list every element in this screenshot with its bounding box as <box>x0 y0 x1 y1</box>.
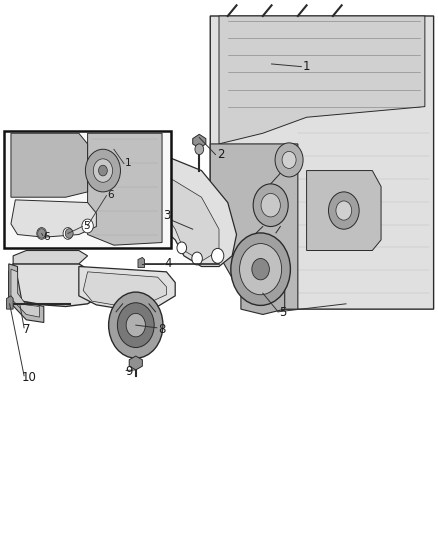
Text: 9: 9 <box>125 365 133 378</box>
Polygon shape <box>193 134 206 148</box>
Polygon shape <box>158 171 219 261</box>
Circle shape <box>177 242 187 254</box>
Circle shape <box>192 252 202 265</box>
Text: 6: 6 <box>43 232 49 242</box>
Circle shape <box>253 184 288 227</box>
Circle shape <box>240 244 282 295</box>
Circle shape <box>63 228 73 239</box>
Polygon shape <box>136 149 237 266</box>
Polygon shape <box>13 251 88 264</box>
Text: 10: 10 <box>21 372 36 384</box>
Circle shape <box>85 149 120 192</box>
Circle shape <box>195 144 204 155</box>
Polygon shape <box>210 16 434 309</box>
Polygon shape <box>241 288 285 314</box>
FancyBboxPatch shape <box>4 131 171 248</box>
Text: 5: 5 <box>279 306 287 319</box>
Circle shape <box>328 192 359 229</box>
Polygon shape <box>11 200 96 237</box>
Polygon shape <box>138 257 145 268</box>
Text: 2: 2 <box>217 148 224 161</box>
Circle shape <box>65 229 73 238</box>
Circle shape <box>117 303 154 348</box>
Circle shape <box>261 193 280 217</box>
Polygon shape <box>88 133 162 245</box>
Text: 1: 1 <box>125 158 131 167</box>
Polygon shape <box>129 356 142 370</box>
Circle shape <box>252 259 269 280</box>
Text: 1: 1 <box>302 60 310 73</box>
Circle shape <box>336 201 352 220</box>
Text: 7: 7 <box>23 323 31 336</box>
Polygon shape <box>307 171 381 251</box>
Circle shape <box>38 229 46 238</box>
Text: 3: 3 <box>163 209 170 222</box>
Circle shape <box>99 165 107 176</box>
Circle shape <box>109 292 163 358</box>
Polygon shape <box>219 16 425 144</box>
Circle shape <box>275 143 303 177</box>
Circle shape <box>37 228 46 239</box>
Circle shape <box>82 219 93 233</box>
Polygon shape <box>79 266 175 309</box>
Polygon shape <box>11 269 39 317</box>
Circle shape <box>93 159 113 182</box>
Polygon shape <box>11 133 88 197</box>
Circle shape <box>231 233 290 305</box>
Polygon shape <box>83 272 166 305</box>
Text: 5: 5 <box>83 221 90 231</box>
Polygon shape <box>9 264 101 306</box>
Circle shape <box>126 313 145 337</box>
Text: 4: 4 <box>165 257 172 270</box>
Circle shape <box>212 248 224 263</box>
Polygon shape <box>210 144 298 309</box>
Circle shape <box>282 151 296 168</box>
Polygon shape <box>7 296 13 309</box>
Text: 6: 6 <box>107 190 114 199</box>
Text: 8: 8 <box>158 323 166 336</box>
Polygon shape <box>9 264 44 322</box>
